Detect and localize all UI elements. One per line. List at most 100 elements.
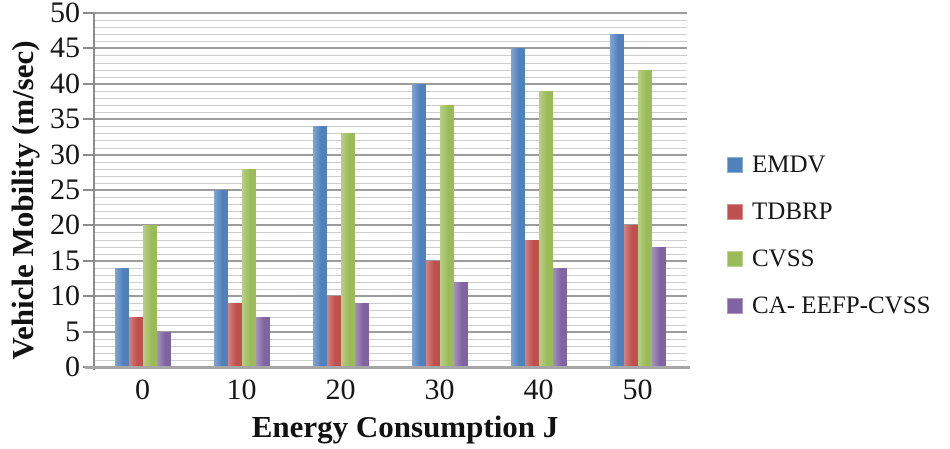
bar-emdv-10 xyxy=(213,190,228,367)
y-tick-mark xyxy=(83,224,93,227)
legend-item-emdv: EMDV xyxy=(727,150,931,180)
bar-groups xyxy=(93,13,687,367)
bar-cvss-30 xyxy=(439,105,454,367)
bar-ca-eefp-cvss-0 xyxy=(156,331,171,367)
legend-label: CA- EEFP-CVSS xyxy=(752,292,931,319)
y-tick-mark xyxy=(83,189,93,191)
legend-swatch-icon xyxy=(727,204,743,220)
bar-emdv-40 xyxy=(510,48,525,367)
minor-gridline xyxy=(93,267,687,269)
bar-cvss-20 xyxy=(340,133,355,367)
bar-group-20 xyxy=(291,13,390,367)
legend-item-ca-eefp-cvss: CA- EEFP-CVSS xyxy=(727,291,931,321)
y-tick-label: 25 xyxy=(50,173,80,206)
y-tick-label: 50 xyxy=(50,0,80,29)
minor-gridline xyxy=(93,161,687,163)
legend-item-tdbrp: TDBRP xyxy=(727,197,931,227)
minor-gridline xyxy=(93,41,687,43)
y-tick-label: 30 xyxy=(50,137,80,171)
major-gridline xyxy=(93,153,687,156)
y-tick-mark xyxy=(83,259,93,262)
bar-cvss-0 xyxy=(142,225,157,367)
bar-emdv-30 xyxy=(411,83,426,367)
bar-ca-eefp-cvss-10 xyxy=(255,317,270,367)
bar-group-10 xyxy=(192,13,291,367)
minor-gridline xyxy=(93,303,687,305)
minor-gridline xyxy=(93,126,687,128)
bar-group-0 xyxy=(93,13,192,367)
y-tick-mark xyxy=(83,295,93,298)
x-tick-label-20: 20 xyxy=(325,373,356,406)
y-tick-mark xyxy=(83,118,93,121)
minor-gridline xyxy=(93,239,687,241)
legend-label: CVSS xyxy=(752,245,815,272)
bar-group-50 xyxy=(588,13,687,367)
x-axis-title: Energy Consumption J xyxy=(251,409,559,444)
bar-ca-eefp-cvss-40 xyxy=(552,267,567,367)
major-gridline xyxy=(93,189,687,191)
x-axis-line xyxy=(85,366,690,369)
x-tick-label-50: 50 xyxy=(622,373,653,406)
minor-gridline xyxy=(93,34,687,36)
legend-label: TDBRP xyxy=(752,198,833,225)
minor-gridline xyxy=(93,147,687,149)
minor-gridline xyxy=(93,204,687,206)
y-tick-mark xyxy=(83,82,93,85)
bar-group-30 xyxy=(390,13,489,367)
y-tick-label: 40 xyxy=(50,66,80,100)
y-tick-label: 15 xyxy=(50,243,80,277)
bar-cvss-40 xyxy=(538,90,553,367)
minor-gridline xyxy=(93,69,687,71)
minor-gridline xyxy=(93,133,687,135)
bar-emdv-20 xyxy=(312,126,327,367)
minor-gridline xyxy=(93,105,687,107)
x-tick-label-10: 10 xyxy=(226,373,257,406)
major-gridline xyxy=(93,295,687,298)
plot-area xyxy=(85,12,690,370)
bar-tdbrp-50 xyxy=(623,225,638,367)
bar-cvss-50 xyxy=(637,69,652,367)
y-tick-mark xyxy=(83,330,93,333)
minor-gridline xyxy=(93,140,687,142)
bar-cvss-10 xyxy=(241,168,256,367)
minor-gridline xyxy=(93,310,687,312)
y-tick-mark xyxy=(83,47,93,50)
minor-gridline xyxy=(93,90,687,92)
y-tick-mark xyxy=(83,12,93,14)
major-gridline xyxy=(93,47,687,50)
bar-ca-eefp-cvss-50 xyxy=(651,246,666,367)
minor-gridline xyxy=(93,76,687,78)
bar-ca-eefp-cvss-30 xyxy=(453,282,468,367)
minor-gridline xyxy=(93,168,687,170)
major-gridline xyxy=(93,82,687,85)
minor-gridline xyxy=(93,112,687,114)
x-tick-label-0: 0 xyxy=(135,373,150,406)
bar-tdbrp-0 xyxy=(128,317,143,367)
minor-gridline xyxy=(93,97,687,99)
legend-swatch-icon xyxy=(727,157,743,173)
minor-gridline xyxy=(93,359,687,361)
legend: EMDV TDBRP CVSS CA- EEFP-CVSS xyxy=(727,150,931,338)
bar-tdbrp-30 xyxy=(425,260,440,367)
major-gridline xyxy=(93,224,687,227)
minor-gridline xyxy=(93,289,687,291)
minor-gridline xyxy=(93,274,687,276)
minor-gridline xyxy=(93,55,687,57)
minor-gridline xyxy=(93,175,687,177)
minor-gridline xyxy=(93,182,687,184)
major-gridline xyxy=(93,330,687,333)
y-tick-label: 0 xyxy=(65,350,80,383)
y-tick-mark xyxy=(83,153,93,156)
minor-gridline xyxy=(93,253,687,255)
minor-gridline xyxy=(93,324,687,326)
y-axis-line xyxy=(93,13,95,370)
legend-swatch-icon xyxy=(727,251,743,267)
major-gridline xyxy=(93,118,687,121)
minor-gridline xyxy=(93,211,687,213)
minor-gridline xyxy=(93,338,687,340)
minor-gridline xyxy=(93,218,687,220)
y-tick-label: 45 xyxy=(50,31,80,65)
y-tick-label: 10 xyxy=(50,279,80,313)
x-tick-label-40: 40 xyxy=(523,373,554,406)
